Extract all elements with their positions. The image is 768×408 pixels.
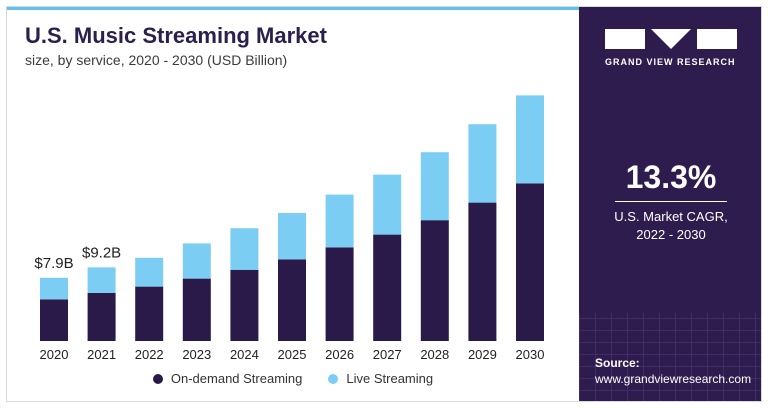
cagr-label: U.S. Market CAGR, 2022 - 2030 (579, 208, 761, 244)
bar-on-demand-2029 (468, 202, 497, 341)
bar-on-demand-2024 (230, 269, 259, 341)
source-block: Source: www.grandviewresearch.com (595, 355, 751, 387)
bar-on-demand-2022 (135, 286, 164, 341)
legend-label-live: Live Streaming (346, 371, 434, 386)
bar-on-demand-2027 (373, 234, 402, 341)
decorative-grid (579, 313, 761, 401)
bar-live-2025 (278, 213, 306, 260)
bar-live-2021 (87, 267, 116, 293)
cagr-divider (615, 201, 727, 202)
x-tick-label-2027: 2027 (373, 347, 402, 362)
x-tick-label-2028: 2028 (420, 347, 449, 362)
x-tick-label-2020: 2020 (40, 347, 69, 362)
chart-title: U.S. Music Streaming Market (25, 23, 327, 48)
bar-on-demand-2025 (278, 259, 306, 341)
bar-live-2022 (135, 257, 164, 287)
bar-on-demand-2021 (87, 293, 116, 341)
bar-on-demand-2020 (40, 299, 68, 341)
data-label-2021: $9.2B (82, 244, 121, 261)
x-tick-label-2025: 2025 (278, 347, 307, 362)
chart-frame: U.S. Music Streaming Market size, by ser… (6, 6, 762, 402)
legend-swatch-live (328, 373, 339, 384)
accent-line (7, 7, 579, 10)
x-tick-label-2023: 2023 (182, 347, 211, 362)
bar-on-demand-2026 (325, 247, 354, 341)
brand-logo: GRAND VIEW RESEARCH (605, 29, 745, 67)
chart-legend: On-demand Streaming Live Streaming (7, 371, 579, 386)
legend-label-on-demand: On-demand Streaming (170, 371, 303, 386)
logo-mark-g (605, 29, 645, 49)
x-tick-label-2024: 2024 (230, 347, 259, 362)
x-tick-label-2030: 2030 (516, 347, 545, 362)
bar-on-demand-2028 (420, 220, 449, 341)
cagr-value: 13.3% (625, 159, 717, 195)
brand-name: GRAND VIEW RESEARCH (605, 57, 736, 67)
bar-live-2030 (516, 95, 544, 184)
chart-subtitle: size, by service, 2020 - 2030 (USD Billi… (25, 52, 288, 68)
sidebar-panel: GRAND VIEW RESEARCH 13.3% U.S. Market CA… (579, 7, 761, 401)
bar-live-2027 (373, 174, 402, 235)
cagr-label-line1: U.S. Market CAGR, (614, 209, 728, 224)
source-label: Source: (595, 356, 640, 370)
logo-marks (605, 29, 745, 49)
bar-on-demand-2023 (182, 278, 211, 341)
cagr-label-line2: 2022 - 2030 (636, 227, 706, 242)
source-url[interactable]: www.grandviewresearch.com (595, 372, 752, 386)
x-tick-label-2029: 2029 (468, 347, 497, 362)
logo-mark-r (697, 29, 737, 49)
bar-on-demand-2030 (516, 183, 544, 341)
x-tick-label-2021: 2021 (87, 347, 116, 362)
logo-mark-v (651, 29, 691, 49)
x-tick-label-2026: 2026 (325, 347, 354, 362)
bar-live-2020 (40, 277, 68, 300)
legend-item-live: Live Streaming (328, 371, 433, 386)
bar-live-2026 (325, 194, 354, 248)
bar-live-2024 (230, 228, 259, 270)
bar-live-2029 (468, 124, 497, 203)
legend-swatch-on-demand (152, 373, 163, 384)
bar-live-2023 (182, 243, 211, 279)
data-label-2020: $7.9B (34, 255, 73, 272)
x-tick-label-2022: 2022 (135, 347, 164, 362)
bar-live-2028 (420, 152, 449, 221)
bar-chart: 2020 $7.9B 2021 $9.2B 2022 2023 2024 2025 2026 20… (34, 95, 545, 362)
legend-item-on-demand: On-demand Streaming (152, 371, 303, 386)
